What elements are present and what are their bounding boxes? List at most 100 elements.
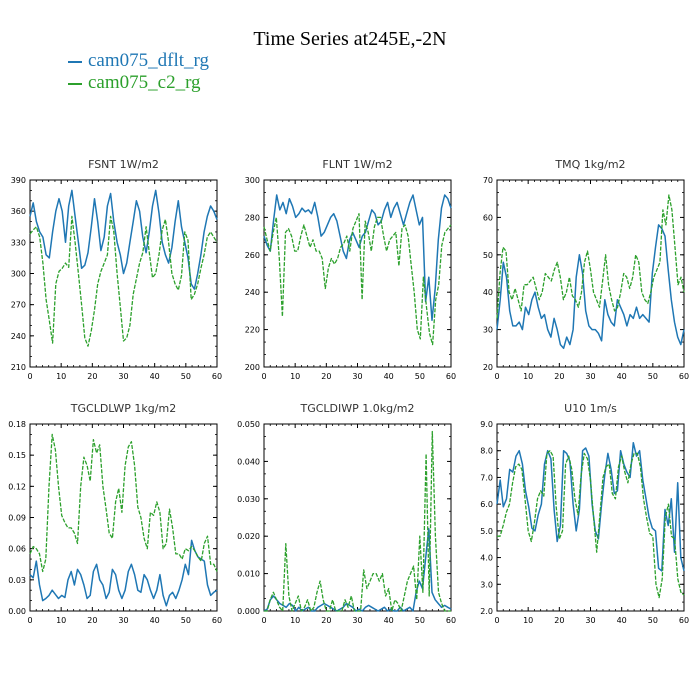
x-tick-label: 30 [118, 372, 128, 381]
x-tick-label: 20 [87, 372, 97, 381]
series-line-c2 [497, 450, 685, 599]
y-tick-label: 330 [11, 238, 26, 247]
y-tick-label: 240 [11, 332, 26, 341]
y-tick-label: 6.0 [480, 500, 493, 509]
x-tick-label: 60 [446, 616, 456, 625]
y-tick-label: 0.15 [8, 451, 26, 460]
y-tick-label: 280 [245, 213, 260, 222]
x-tick-label: 30 [352, 616, 362, 625]
subplot-title: U10 1m/s [564, 402, 617, 415]
y-tick-label: 360 [11, 207, 26, 216]
series-line-dflt [496, 224, 685, 350]
x-tick-label: 50 [415, 616, 425, 625]
y-tick-label: 60 [483, 213, 493, 222]
legend-label-dflt: cam075_dflt_rg [88, 50, 210, 71]
y-tick-label: 0.09 [8, 514, 26, 523]
x-tick-label: 30 [352, 372, 362, 381]
subplot-title: FSNT 1W/m2 [88, 158, 159, 171]
y-tick-label: 30 [483, 326, 493, 335]
x-tick-label: 20 [321, 372, 331, 381]
plot-frame [29, 423, 218, 612]
y-tick-label: 0.030 [237, 495, 260, 504]
y-tick-label: 7.0 [480, 473, 493, 482]
x-tick-label: 60 [679, 616, 689, 625]
x-tick-label: 40 [150, 616, 160, 625]
x-tick-label: 0 [261, 616, 266, 625]
x-tick-label: 40 [384, 616, 394, 625]
y-tick-label: 200 [245, 363, 260, 372]
y-tick-label: 0.12 [8, 482, 26, 491]
x-tick-label: 60 [212, 616, 222, 625]
x-tick-label: 0 [27, 372, 32, 381]
x-tick-label: 0 [27, 616, 32, 625]
x-tick-label: 50 [648, 616, 658, 625]
x-tick-label: 40 [617, 616, 627, 625]
y-tick-label: 220 [245, 326, 260, 335]
y-tick-label: 0.040 [237, 457, 260, 466]
x-tick-label: 50 [181, 372, 191, 381]
x-tick-label: 10 [56, 616, 66, 625]
y-tick-label: 270 [11, 301, 26, 310]
y-tick-label: 0.03 [8, 576, 26, 585]
y-tick-label: 2.0 [480, 607, 493, 616]
legend-item-dflt: cam075_dflt_rg [68, 50, 209, 72]
series-line-dflt [263, 527, 452, 612]
x-tick-label: 10 [290, 372, 300, 381]
subplot-title: TGCLDIWP 1.0kg/m2 [299, 402, 414, 415]
x-tick-label: 10 [290, 616, 300, 625]
subplot-3: TMQ 1kg/m2 0 10 20 30 40 50 60 20 30 40 50 60 70 [483, 158, 689, 381]
x-tick-label: 60 [212, 372, 222, 381]
x-tick-label: 30 [118, 616, 128, 625]
y-tick-label: 9.0 [480, 420, 493, 429]
y-tick-label: 210 [11, 363, 26, 372]
x-tick-label: 40 [384, 372, 394, 381]
y-tick-label: 70 [483, 176, 493, 185]
series-line-dflt [29, 539, 218, 607]
y-tick-label: 0.00 [8, 607, 26, 616]
x-tick-label: 40 [617, 372, 627, 381]
x-tick-label: 0 [494, 616, 499, 625]
x-tick-label: 30 [585, 616, 595, 625]
subplot-title: FLNT 1W/m2 [322, 158, 392, 171]
x-tick-label: 50 [648, 372, 658, 381]
y-tick-label: 0.18 [8, 420, 26, 429]
y-tick-label: 5.0 [480, 527, 493, 536]
x-tick-label: 10 [523, 616, 533, 625]
y-tick-label: 300 [11, 270, 26, 279]
x-tick-label: 20 [554, 372, 564, 381]
x-tick-label: 0 [261, 372, 266, 381]
y-tick-label: 50 [483, 251, 493, 260]
subplot-title: TGCLDLWP 1kg/m2 [70, 402, 176, 415]
series-line-c2 [29, 433, 218, 573]
x-tick-label: 20 [554, 616, 564, 625]
x-tick-label: 0 [494, 372, 499, 381]
y-tick-label: 40 [483, 288, 493, 297]
subplot-4: TGCLDLWP 1kg/m2 0 10 20 30 40 50 60 0.00 0.03 0.06… [8, 402, 222, 625]
x-tick-label: 50 [415, 372, 425, 381]
figure-title: Time Series at245E,-2N [253, 28, 447, 50]
legend-label-c2: cam075_c2_rg [88, 72, 201, 93]
legend-swatch-dflt [68, 60, 82, 63]
series-line-dflt [263, 194, 452, 322]
y-tick-label: 0.020 [237, 532, 260, 541]
series-line-dflt [496, 441, 685, 572]
legend-swatch-c2 [68, 82, 82, 85]
subplot-5: TGCLDIWP 1.0kg/m2 0 10 20 30 40 50 60 0.000 0.010… [237, 402, 456, 625]
series-line-c2 [496, 194, 685, 319]
y-tick-label: 0.050 [237, 420, 260, 429]
x-tick-label: 40 [150, 372, 160, 381]
y-tick-label: 0.000 [237, 607, 260, 616]
legend: cam075_dflt_rg cam075_c2_rg [68, 50, 209, 94]
series-line-c2 [264, 430, 451, 612]
x-tick-label: 30 [585, 372, 595, 381]
x-tick-label: 10 [523, 372, 533, 381]
series-line-c2 [29, 215, 218, 347]
subplot-6: U10 1m/s 0 10 20 30 40 50 60 2.0 3.0 4.0 5.0 6.0 7.0 8… [480, 402, 689, 625]
x-tick-label: 60 [679, 372, 689, 381]
x-tick-label: 50 [181, 616, 191, 625]
y-tick-label: 0.010 [237, 570, 260, 579]
subplot-2: FLNT 1W/m2 0 10 20 30 40 50 60 200 220 240 260 280 30… [245, 158, 456, 381]
y-tick-label: 0.06 [8, 545, 26, 554]
